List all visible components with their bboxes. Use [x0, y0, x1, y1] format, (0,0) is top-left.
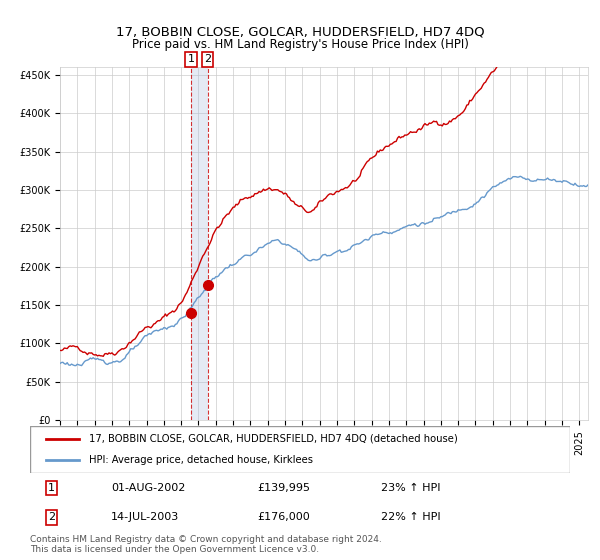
Text: 17, BOBBIN CLOSE, GOLCAR, HUDDERSFIELD, HD7 4DQ (detached house): 17, BOBBIN CLOSE, GOLCAR, HUDDERSFIELD, … — [89, 434, 458, 444]
FancyBboxPatch shape — [30, 426, 570, 473]
Text: Contains HM Land Registry data © Crown copyright and database right 2024.
This d: Contains HM Land Registry data © Crown c… — [30, 535, 382, 554]
Text: 14-JUL-2003: 14-JUL-2003 — [111, 512, 179, 522]
Text: Price paid vs. HM Land Registry's House Price Index (HPI): Price paid vs. HM Land Registry's House … — [131, 38, 469, 51]
Text: 01-AUG-2002: 01-AUG-2002 — [111, 483, 185, 493]
Text: £139,995: £139,995 — [257, 483, 310, 493]
Bar — [191, 67, 208, 420]
Text: 1: 1 — [48, 483, 55, 493]
Text: HPI: Average price, detached house, Kirklees: HPI: Average price, detached house, Kirk… — [89, 455, 313, 465]
Text: 1: 1 — [188, 54, 195, 64]
Text: 23% ↑ HPI: 23% ↑ HPI — [381, 483, 440, 493]
Text: 22% ↑ HPI: 22% ↑ HPI — [381, 512, 440, 522]
Text: 2: 2 — [204, 54, 211, 64]
Text: 2: 2 — [48, 512, 55, 522]
Text: £176,000: £176,000 — [257, 512, 310, 522]
Text: 17, BOBBIN CLOSE, GOLCAR, HUDDERSFIELD, HD7 4DQ: 17, BOBBIN CLOSE, GOLCAR, HUDDERSFIELD, … — [116, 25, 484, 38]
